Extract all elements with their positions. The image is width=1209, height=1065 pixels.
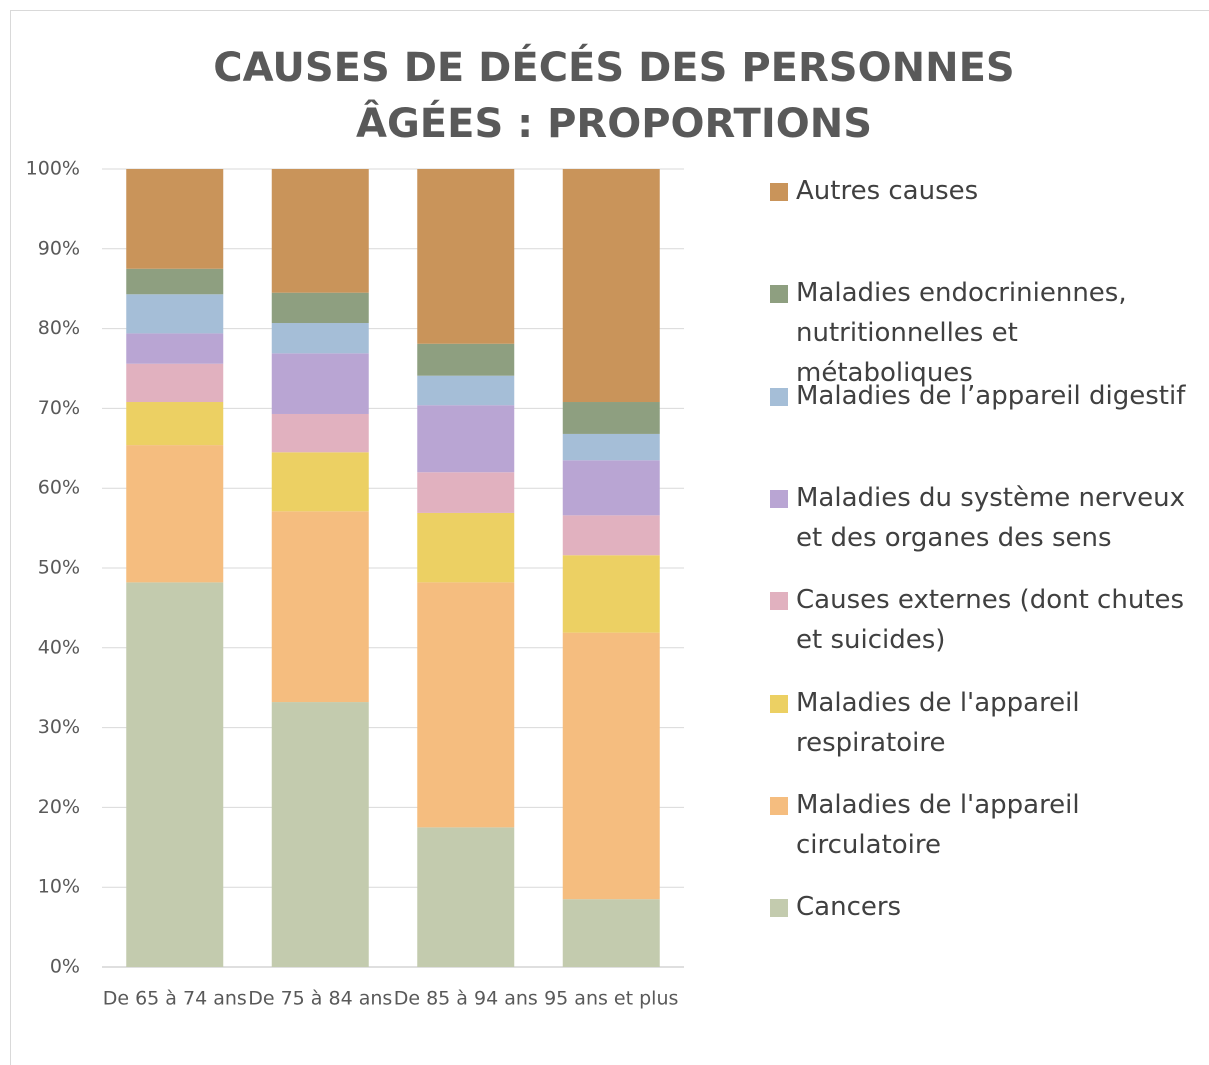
legend-entry: Cancers (770, 887, 1190, 927)
bar-segment (126, 294, 224, 334)
legend-label: Autres causes (796, 176, 979, 206)
legend-swatch (770, 899, 788, 918)
legend-swatch (770, 592, 788, 611)
legend-swatch (770, 694, 788, 713)
bar-segment (417, 827, 515, 967)
legend-label: Maladies du système nerveux et des organ… (796, 482, 1185, 553)
bar-segment (126, 268, 224, 295)
chart-frame (10, 10, 1209, 1065)
legend-entry: Maladies de l'appareil circulatoire (770, 785, 1190, 865)
legend-label: Maladies de l'appareil circulatoire (796, 789, 1080, 860)
bar-segment (417, 472, 515, 513)
legend-entry: Autres causes (770, 171, 1190, 211)
legend-label: Maladies de l’appareil digestif (796, 380, 1186, 411)
bar-segment (271, 353, 369, 414)
bar-segment (562, 515, 660, 556)
x-tick-label: De 85 à 94 ans (394, 988, 538, 1010)
bar-segment (271, 702, 369, 967)
legend-swatch (770, 796, 788, 815)
bar-segment (126, 169, 224, 269)
bar-segment (562, 460, 660, 516)
bar-segment (271, 292, 369, 324)
bar-segment (271, 169, 369, 293)
y-tick-label: 100% (26, 158, 80, 180)
legend-label: Causes externes (dont chutes et suicides… (796, 585, 1185, 656)
bar-segment (562, 169, 660, 403)
bar-segment (126, 363, 224, 403)
bar-segment (417, 512, 515, 583)
legend-entry: Causes externes (dont chutes et suicides… (770, 580, 1190, 660)
x-tick-label: De 65 à 74 ans (103, 988, 247, 1010)
bar-segment (126, 333, 224, 364)
bar-segment (417, 343, 515, 376)
legend-label: Cancers (796, 892, 902, 923)
bar-segment (417, 405, 515, 473)
bar-segment (271, 452, 369, 512)
y-tick-label: 20% (38, 796, 80, 818)
legend-swatch (770, 489, 788, 508)
y-tick-label: 50% (38, 557, 80, 579)
y-tick-label: 10% (38, 876, 80, 898)
legend-swatch (770, 183, 788, 201)
bar-segment (562, 899, 660, 967)
bar-segment (562, 433, 660, 461)
legend-entry: Maladies de l'appareil respiratoire (770, 683, 1190, 763)
y-tick-label: 0% (50, 956, 80, 978)
bar-segment (126, 402, 224, 446)
bar-segment (271, 511, 369, 703)
y-tick-label: 90% (38, 237, 80, 259)
bar-segment (562, 402, 660, 434)
y-tick-label: 70% (38, 397, 80, 419)
legend-entry: Maladies endocriniennes, nutritionnelles… (770, 273, 1190, 393)
bar-segment (271, 413, 369, 453)
bar-segment (126, 445, 224, 583)
bar-segment (271, 323, 369, 354)
legend-label: Maladies endocriniennes, nutritionnelles… (796, 278, 1127, 389)
chart-title: CAUSES DE DÉCÉS DES PERSONNES ÂGÉES : PR… (213, 45, 1015, 147)
y-tick-label: 40% (38, 636, 80, 658)
y-tick-label: 30% (38, 716, 80, 738)
bar-segment (417, 169, 515, 344)
x-tick-label: 95 ans et plus (544, 988, 678, 1010)
y-tick-label: 80% (38, 317, 80, 339)
bar-segment (126, 582, 224, 967)
x-tick-label: De 75 à 84 ans (248, 988, 392, 1010)
legend-swatch (770, 285, 788, 304)
bar-segment (417, 582, 515, 828)
bar-segment (562, 632, 660, 900)
legend-label: Maladies de l'appareil respiratoire (796, 687, 1080, 758)
legend-entry: Maladies de l’appareil digestif (770, 376, 1190, 416)
bar-segment (417, 375, 515, 406)
legend-entry: Maladies du système nerveux et des organ… (770, 478, 1190, 558)
bar-segment (562, 555, 660, 633)
y-tick-label: 60% (38, 477, 80, 499)
legend-swatch (770, 387, 788, 406)
